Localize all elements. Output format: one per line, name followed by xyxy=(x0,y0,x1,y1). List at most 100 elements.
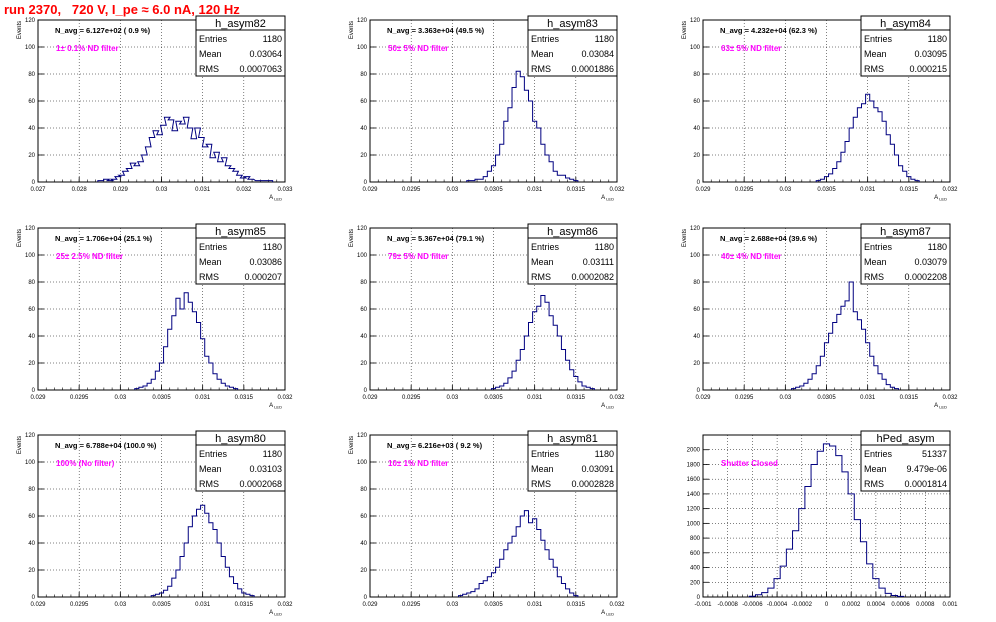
x-tick-label: 0.0315 xyxy=(567,602,586,608)
stats-value: 0.03084 xyxy=(581,49,614,59)
stats-value: 0.03111 xyxy=(583,257,614,267)
x-tick-label: 0.032 xyxy=(277,602,293,608)
x-axis-title-sub: LED xyxy=(938,405,947,410)
y-tick-label: 60 xyxy=(360,307,367,313)
filter-annotation: 79± 5% ND filter xyxy=(388,252,448,261)
stats-label: Entries xyxy=(531,242,560,252)
histogram-panel-h_asym85: 0.029 0.0295 0.03 0.0305 0.031 0.0315 0.032 0 20… xyxy=(17,223,293,410)
y-tick-label: 120 xyxy=(357,226,368,232)
stats-value: 0.03091 xyxy=(581,464,614,474)
histogram-outline xyxy=(748,443,905,597)
x-axis-title-sub: LED xyxy=(273,197,282,202)
x-axis-title-main: A xyxy=(269,195,273,201)
x-tick-label: 0.032 xyxy=(609,395,625,401)
x-tick-label: 0.03 xyxy=(114,395,126,401)
filter-annotation: 63± 5% ND filter xyxy=(721,44,781,53)
stats-value: 1180 xyxy=(263,242,282,252)
panel-title: N_avg = 6.788e+04 (100.0 %) xyxy=(55,441,157,450)
y-tick-label: 40 xyxy=(693,334,700,340)
y-tick-label: 100 xyxy=(25,45,36,51)
histogram-outline xyxy=(815,93,920,182)
stats-label: Mean xyxy=(864,464,887,474)
y-axis-title: Events xyxy=(349,21,355,39)
y-tick-label: 0 xyxy=(364,180,368,186)
x-axis-title-main: A xyxy=(601,610,605,616)
x-tick-label: 0.031 xyxy=(860,187,876,193)
x-tick-label: 0.031 xyxy=(195,395,211,401)
x-tick-label: -0.0006 xyxy=(742,602,763,608)
x-tick-label: 0.029 xyxy=(30,395,46,401)
x-axis-title: A LED xyxy=(601,195,614,202)
stats-box-name: h_asym83 xyxy=(547,18,598,30)
stats-label: Entries xyxy=(864,34,893,44)
x-tick-label: 0.0315 xyxy=(235,395,254,401)
filter-annotation: 25± 2.5% ND filter xyxy=(56,252,123,261)
y-tick-label: 40 xyxy=(360,126,367,132)
x-tick-label: 0.0305 xyxy=(484,395,503,401)
stats-label: Entries xyxy=(199,449,228,459)
panel-title: N_avg = 4.232e+04 (62.3 %) xyxy=(720,26,818,35)
stats-value: 0.0007063 xyxy=(239,64,282,74)
histogram-outline xyxy=(134,292,239,390)
y-tick-label: 0 xyxy=(697,388,701,394)
stats-label: Mean xyxy=(864,257,887,267)
histogram-panel-h_asym80: 0.029 0.0295 0.03 0.0305 0.031 0.0315 0.032 0 20… xyxy=(17,430,293,617)
y-tick-label: 100 xyxy=(357,460,368,466)
y-tick-label: 40 xyxy=(28,541,35,547)
x-tick-label: 0.033 xyxy=(277,187,293,193)
y-tick-label: 20 xyxy=(693,361,700,367)
stats-label: Entries xyxy=(199,242,228,252)
x-axis-title: A LED xyxy=(601,403,614,410)
stats-value: 51337 xyxy=(922,449,947,459)
histogram-panel-hPed_asym: -0.001 -0.0008 -0.0006 -0.0004 -0.0002 0 0.000… xyxy=(687,430,958,608)
y-tick-label: 120 xyxy=(690,226,701,232)
y-axis-title: Events xyxy=(682,21,688,39)
stats-box xyxy=(860,430,951,492)
stats-value: 1180 xyxy=(595,34,614,44)
stats-label: Mean xyxy=(199,257,222,267)
stats-value: 1180 xyxy=(263,34,282,44)
x-tick-label: -0.0004 xyxy=(767,602,788,608)
run-title: run 2370, 720 V, I_pe ≈ 6.0 nA, 120 Hz xyxy=(4,2,240,17)
stats-label: Mean xyxy=(531,49,554,59)
x-axis-title-main: A xyxy=(601,403,605,409)
stats-box xyxy=(527,15,618,77)
y-tick-label: 40 xyxy=(28,126,35,132)
x-tick-label: 0.03 xyxy=(779,395,791,401)
x-tick-label: 0.0305 xyxy=(152,602,171,608)
y-tick-label: 0 xyxy=(32,595,36,601)
stats-box-name: hPed_asym xyxy=(876,433,934,445)
y-axis-title: Events xyxy=(17,229,23,247)
stats-value: 0.0001814 xyxy=(904,479,947,489)
stats-value: 1180 xyxy=(595,242,614,252)
x-tick-label: 0.031 xyxy=(195,187,211,193)
histogram-outline xyxy=(97,116,274,182)
stats-value: 0.000207 xyxy=(244,272,282,282)
y-tick-label: 120 xyxy=(357,433,368,439)
x-axis-title-sub: LED xyxy=(938,197,947,202)
filter-annotation: Shutter Closed xyxy=(721,459,778,468)
histogram-panel-h_asym82: 0.027 0.028 0.029 0.03 0.031 0.032 0.033 0 20 40 6… xyxy=(17,15,293,202)
x-tick-label: 0.032 xyxy=(609,602,625,608)
stats-box-name: h_asym87 xyxy=(880,226,931,238)
filter-annotation: 100% (No filter) xyxy=(56,459,115,468)
x-tick-label: -0.0002 xyxy=(792,602,813,608)
stats-value: 0.03103 xyxy=(249,464,282,474)
x-tick-label: 0.03 xyxy=(446,602,458,608)
x-axis-title-main: A xyxy=(934,195,938,201)
y-tick-label: 60 xyxy=(28,514,35,520)
y-tick-label: 20 xyxy=(360,153,367,159)
x-tick-label: 0.029 xyxy=(362,187,378,193)
x-tick-label: 0.031 xyxy=(527,187,543,193)
y-tick-label: 600 xyxy=(690,551,701,557)
stats-label: Entries xyxy=(531,449,560,459)
stats-label: Mean xyxy=(199,49,222,59)
x-axis-title-sub: LED xyxy=(605,405,614,410)
y-tick-label: 400 xyxy=(690,566,701,572)
y-tick-label: 0 xyxy=(32,180,36,186)
x-axis-title-sub: LED xyxy=(605,612,614,617)
y-tick-label: 40 xyxy=(360,334,367,340)
stats-box-name: h_asym84 xyxy=(880,18,931,30)
stats-box-name: h_asym86 xyxy=(547,226,598,238)
